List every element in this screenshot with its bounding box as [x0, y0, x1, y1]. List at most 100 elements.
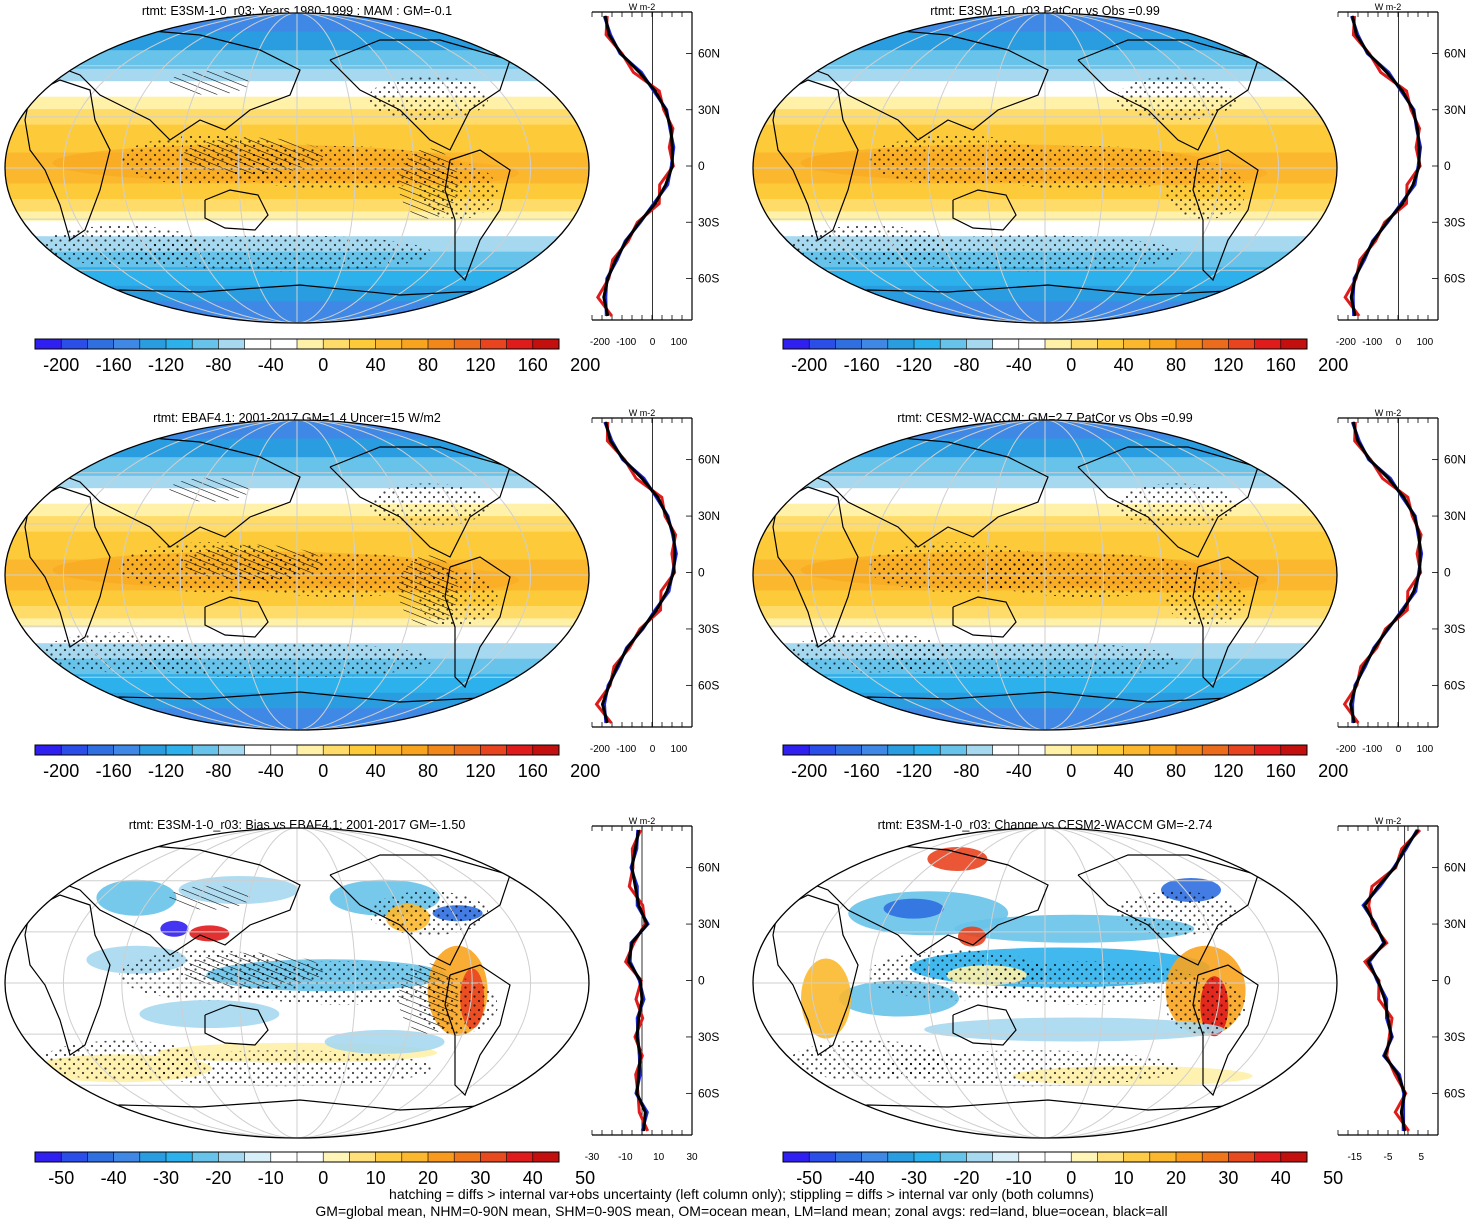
colorbar-label: 10 [366, 1168, 386, 1188]
colorbar-swatch [1018, 339, 1046, 349]
latitude-label: 0 [698, 159, 705, 173]
colorbar-swatch [1045, 1152, 1072, 1162]
colorbar-swatch [1254, 1152, 1282, 1162]
zonal-curve-all [602, 15, 674, 317]
colorbar-swatch [992, 339, 1020, 349]
colorbar-swatch [113, 745, 141, 755]
panel-2: rtmt: E3SM-1-0_r03 PatCor vs Obs =0.99 -2… [752, 2, 1466, 375]
panel-6: rtmt: E3SM-1-0_r03: Change vs CESM2-WACC… [752, 816, 1466, 1188]
colorbar-swatch [297, 745, 324, 755]
colorbar-swatch [1254, 339, 1282, 349]
colorbar-swatch [1176, 339, 1203, 349]
colorbar-label: 0 [318, 355, 328, 375]
colorbar-label: -80 [205, 761, 231, 781]
colorbar-swatch [428, 1152, 455, 1162]
colorbar-swatch [809, 339, 836, 349]
colorbar-label: 80 [418, 761, 438, 781]
colorbar: -200 -160 -120 -80 -40 0 40 80 120 160 200 [34, 744, 600, 781]
zonal-curve-ocean [602, 421, 678, 724]
colorbar-swatch [887, 1152, 915, 1162]
colorbar-swatch [1176, 745, 1203, 755]
latitude-label: 30S [698, 215, 719, 229]
zonal-unit-label: W m-2 [629, 408, 656, 418]
panel-title: rtmt: E3SM-1-0_r03 PatCor vs Obs =0.99 [930, 4, 1160, 18]
colorbar-swatch [940, 339, 967, 349]
colorbar-swatch [809, 1152, 836, 1162]
colorbar-swatch [454, 339, 481, 349]
colorbar-swatch [349, 745, 377, 755]
colorbar-label: -200 [791, 355, 827, 375]
colorbar-swatch [297, 1152, 324, 1162]
colorbar-swatch [87, 1152, 115, 1162]
colorbar-label: -40 [258, 355, 284, 375]
colorbar-swatch [835, 339, 863, 349]
colorbar-swatch [783, 1152, 810, 1162]
zonal-curve-land [596, 15, 675, 317]
zonal-tick-label: -100 [1362, 744, 1382, 755]
colorbar-label: 120 [465, 355, 495, 375]
latitude-label: 60N [698, 861, 720, 875]
footer-line-1: hatching = diffs > internal var+obs unce… [389, 1186, 1094, 1202]
colorbar-label: 160 [1266, 355, 1296, 375]
zonal-unit-label: W m-2 [1375, 408, 1402, 418]
colorbar-swatch [861, 339, 889, 349]
zonal-tick-label: -10 [618, 1152, 633, 1163]
colorbar: -200 -160 -120 -80 -40 0 40 80 120 160 200 [782, 338, 1348, 375]
colorbar-swatch [454, 1152, 481, 1162]
colorbar-swatch [244, 1152, 272, 1162]
panel-5: rtmt: E3SM-1-0_r03: Bias vs EBAF4.1: 200… [4, 816, 720, 1188]
latitude-label: 30N [698, 509, 720, 523]
colorbar-swatch [428, 339, 455, 349]
colorbar-swatch [1045, 339, 1072, 349]
latitude-label: 0 [1444, 974, 1451, 988]
graticule [5, 420, 589, 730]
latitude-label: 0 [698, 566, 705, 580]
colorbar-swatch [1202, 339, 1229, 349]
colorbar-swatch [480, 745, 508, 755]
zonal-unit-label: W m-2 [1375, 816, 1402, 826]
colorbar-label: 0 [318, 761, 328, 781]
zonal-curve-all [1362, 829, 1420, 1132]
colorbar-swatch [35, 339, 62, 349]
colorbar-swatch [270, 745, 298, 755]
map-outline [752, 12, 1338, 324]
zonal-tick-label: 5 [1419, 1152, 1425, 1163]
colorbar-swatch [809, 745, 836, 755]
panel-title: rtmt: E3SM-1-0_r03: Years 1980-1999 : MA… [142, 4, 452, 18]
colorbar-swatch [87, 339, 115, 349]
colorbar-swatch [480, 339, 508, 349]
zonal-tick-label: 0 [650, 337, 656, 348]
zonal-tick-label: -200 [1336, 337, 1356, 348]
zonal-tick-label: 0 [1396, 744, 1402, 755]
colorbar-label: 40 [1271, 1168, 1291, 1188]
latitude-label: 60S [698, 678, 719, 692]
colorbar-swatch [192, 1152, 219, 1162]
colorbar-swatch [270, 1152, 298, 1162]
colorbar: -50 -40 -30 -20 -10 0 10 20 30 40 50 [34, 1151, 595, 1188]
zonal-curve-ocean [1350, 421, 1424, 724]
colorbar-label: 80 [418, 355, 438, 375]
coastlines [24, 17, 561, 301]
colorbar-swatch [1071, 745, 1098, 755]
colorbar-label: 200 [1318, 355, 1348, 375]
colorbar-swatch [1228, 1152, 1256, 1162]
colorbar-swatch [454, 745, 481, 755]
colorbar-swatch [1123, 339, 1151, 349]
colorbar-label: -50 [48, 1168, 74, 1188]
colorbar-swatch [192, 745, 219, 755]
colorbar-label: 160 [1266, 761, 1296, 781]
colorbar-swatch [914, 1152, 941, 1162]
zonal-tick-label: -15 [1347, 1152, 1362, 1163]
colorbar-swatch [1097, 745, 1125, 755]
colorbar-label: 20 [1166, 1168, 1186, 1188]
latitude-label: 30N [1444, 509, 1466, 523]
latitude-label: 60N [698, 47, 720, 61]
graticule [753, 828, 1337, 1138]
colorbar-label: 0 [1066, 761, 1076, 781]
colorbar-label: 40 [366, 355, 386, 375]
colorbar-swatch [113, 339, 141, 349]
colorbar-swatch [401, 339, 429, 349]
zonal-mean-panel: -200 -100 0 100 W m-2 60N 30N 0 30S 60S [590, 2, 720, 348]
graticule [753, 13, 1337, 323]
colorbar-swatch [966, 1152, 994, 1162]
